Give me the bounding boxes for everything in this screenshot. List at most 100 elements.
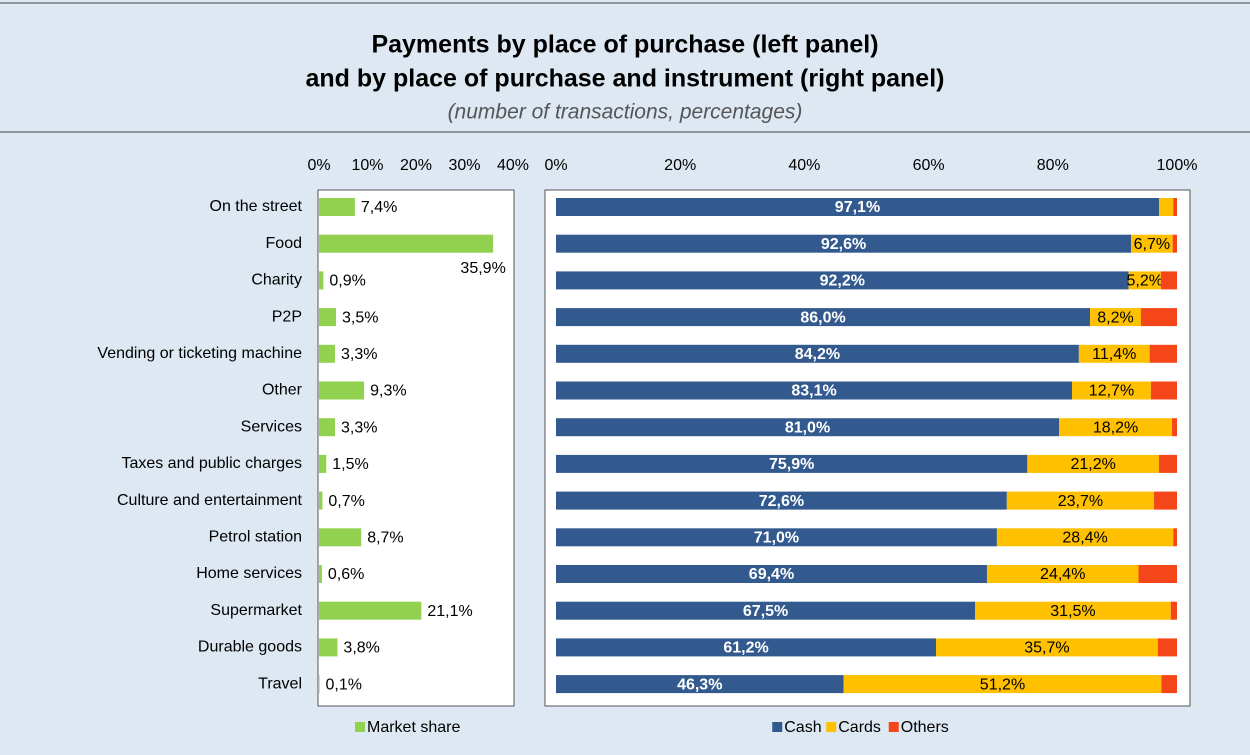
bar-segment — [556, 601, 976, 620]
category-label: Petrol station — [209, 529, 302, 546]
left-plot-area — [317, 189, 515, 707]
value-label: 8,2% — [1097, 309, 1133, 326]
x-tick-label: 30% — [448, 157, 480, 174]
bar-segment — [986, 565, 1139, 583]
value-label: 0,7% — [328, 493, 364, 510]
bar-segment — [843, 675, 1162, 694]
value-label: 18,2% — [1093, 419, 1138, 436]
bar-segment — [1160, 271, 1177, 290]
bar-segment — [556, 638, 937, 657]
category-label: Food — [266, 235, 302, 252]
value-label: 8,7% — [367, 530, 403, 547]
legend-label: Cards — [838, 719, 881, 736]
bar — [319, 381, 365, 400]
value-label: 0,6% — [328, 566, 364, 583]
category-label: Home services — [196, 565, 302, 582]
bar-segment — [556, 271, 1129, 290]
bar-segment — [556, 344, 1079, 363]
value-label: 21,1% — [427, 603, 472, 620]
value-label: 67,5% — [743, 603, 788, 620]
category-label: Vending or ticketing machine — [97, 345, 302, 362]
bar-segment — [996, 528, 1174, 547]
bar-segment — [556, 528, 997, 547]
value-label: 6,7% — [1134, 236, 1170, 253]
value-label: 5,2% — [1126, 273, 1162, 290]
bar — [319, 234, 494, 253]
x-tick-label: 20% — [400, 157, 432, 174]
bar-segment — [556, 565, 987, 583]
x-tick-label: 80% — [1037, 157, 1069, 174]
bar-segment — [1131, 234, 1173, 253]
x-tick-label: 0% — [307, 157, 330, 174]
bar — [319, 308, 336, 327]
bar-segment — [1158, 454, 1177, 473]
bar — [319, 271, 324, 290]
bar-segment — [1150, 381, 1177, 400]
value-label: 28,4% — [1062, 530, 1107, 547]
value-label: 92,6% — [821, 236, 866, 253]
value-label: 7,4% — [361, 199, 397, 216]
x-tick-label: 40% — [497, 157, 529, 174]
legend-swatch — [826, 722, 837, 732]
bar-segment — [556, 491, 1007, 510]
value-label: 61,2% — [723, 640, 768, 657]
legend-swatch — [355, 722, 365, 732]
bar-segment — [1157, 638, 1177, 657]
category-label: Taxes and public charges — [121, 455, 302, 472]
value-label: 92,2% — [820, 273, 865, 290]
bar-segment — [1090, 308, 1141, 327]
value-label: 75,9% — [769, 456, 814, 473]
bar-segment — [1170, 601, 1177, 620]
bar-segment — [1128, 271, 1161, 290]
value-label: 3,8% — [343, 640, 379, 657]
x-tick-label: 20% — [664, 157, 696, 174]
value-label: 84,2% — [795, 346, 840, 363]
value-label: 72,6% — [759, 493, 804, 510]
value-label: 31,5% — [1050, 603, 1095, 620]
bar — [319, 491, 323, 510]
x-tick-label: 0% — [544, 157, 567, 174]
value-label: 86,0% — [800, 309, 845, 326]
bar — [319, 418, 336, 437]
bar-segment — [1173, 528, 1177, 547]
category-label: Travel — [258, 675, 302, 692]
bar-segment — [556, 381, 1073, 400]
bar-segment — [556, 675, 844, 694]
value-label: 69,4% — [749, 566, 794, 583]
bar-segment — [936, 638, 1158, 657]
legend-swatch — [888, 722, 899, 732]
value-label: 3,5% — [342, 309, 378, 326]
bar — [319, 198, 355, 216]
bar-segment — [1006, 491, 1155, 510]
category-label: Services — [241, 418, 302, 435]
value-label: 21,2% — [1070, 456, 1115, 473]
x-tick-label: 40% — [788, 157, 820, 174]
value-label: 12,7% — [1089, 383, 1134, 400]
category-label: Supermarket — [210, 602, 302, 619]
bar-segment — [1027, 454, 1159, 473]
bar — [319, 638, 338, 657]
bar-segment — [1072, 381, 1151, 400]
x-tick-label: 100% — [1157, 157, 1198, 174]
value-label: 35,7% — [1024, 640, 1069, 657]
bar-segment — [1172, 234, 1177, 253]
bar-segment — [1173, 198, 1177, 216]
bar-segment — [556, 454, 1028, 473]
title-line: Payments by place of purchase (left pane… — [371, 31, 878, 59]
value-label: 1,5% — [332, 456, 368, 473]
bar-segment — [556, 418, 1060, 437]
bar — [319, 601, 422, 620]
bar — [319, 528, 362, 547]
value-label: 3,3% — [341, 346, 377, 363]
value-label: 97,1% — [835, 199, 880, 216]
value-label: 35,9% — [460, 260, 505, 277]
value-label: 83,1% — [791, 383, 836, 400]
category-label: Durable goods — [198, 639, 302, 656]
legend-label: Others — [901, 719, 949, 736]
value-label: 23,7% — [1058, 493, 1103, 510]
value-label: 46,3% — [677, 676, 722, 693]
category-label: On the street — [210, 198, 303, 215]
bar-segment — [1149, 344, 1177, 363]
bar-segment — [1138, 565, 1177, 583]
